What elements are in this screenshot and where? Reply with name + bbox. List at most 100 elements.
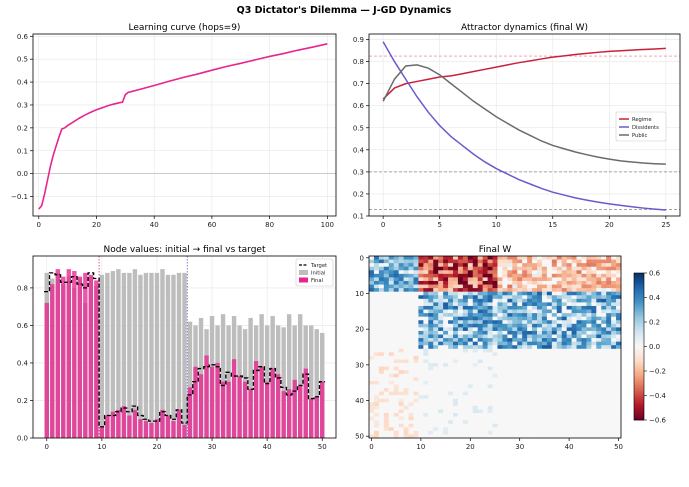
heatmap-cell [551,405,558,410]
heatmap-cell [378,273,385,278]
heatmap-cell [601,295,607,300]
heatmap-cell [527,402,533,407]
heatmap-cell [522,334,528,339]
heatmap-cell [566,305,572,310]
colorbar-segment [634,395,644,399]
heatmap-cell [453,416,459,421]
heatmap-cell [527,430,533,435]
heatmap-cell [403,345,409,350]
heatmap-cell [492,409,498,414]
heatmap-cell [408,395,414,400]
heatmap-cell [418,420,424,425]
heatmap-cell [512,423,518,428]
heatmap-cell [433,352,439,357]
initial-bar [138,274,143,438]
heatmap-cell [413,423,419,428]
heatmap-cell [369,291,375,296]
heatmap-cell [428,309,434,314]
heatmap-cell [393,284,399,289]
heatmap-cell [369,384,375,389]
heatmap-cell [611,405,617,410]
heatmap-cell [383,405,390,410]
heatmap-cell [448,434,454,439]
heatmap-cell [398,391,404,396]
heatmap-cell [541,341,548,346]
heatmap-cell [541,409,548,414]
heatmap-cell [541,291,548,296]
heatmap-cell [423,420,429,425]
heatmap-cell [383,316,390,321]
heatmap-cell [561,416,567,421]
heatmap-cell [438,338,444,342]
heatmap-cell [611,298,617,303]
heatmap-cell [482,298,488,303]
heatmap-cell [611,256,617,260]
heatmap-cell [428,280,434,285]
heatmap-cell [453,405,459,410]
heatmap-cell [601,298,607,303]
heatmap-cell [453,256,459,260]
heatmap-cell [532,430,538,435]
heatmap-cell [566,320,572,325]
heatmap-cell [527,313,533,318]
heatmap-cell [393,391,399,396]
heatmap-cell [482,256,488,260]
heatmap-cell [388,395,395,400]
heatmap-cell [462,259,469,264]
heatmap-cell [586,309,592,314]
heatmap-cell [561,363,567,367]
heatmap-cell [566,352,572,357]
heatmap-cell [556,330,563,335]
heatmap-cell [388,327,395,332]
heatmap-cell [403,398,409,403]
heatmap-cell [462,316,469,321]
initial-bar [160,269,165,438]
heatmap-cell [378,395,385,400]
heatmap-cell [522,370,528,375]
heatmap-cell [398,302,404,307]
heatmap-cell [581,327,587,332]
heatmap-cell [537,330,543,335]
heatmap-cell [487,323,493,328]
heatmap-cell [433,413,439,417]
heatmap-cell [418,434,424,439]
heatmap-cell [433,377,439,382]
heatmap-cell [497,266,503,271]
heatmap-cell [457,341,464,346]
colorbar-tick-label: 0.6 [649,270,661,278]
heatmap-cell [408,291,414,296]
heatmap-cell [408,380,414,385]
heatmap-cell [507,288,513,293]
heatmap-cell [428,355,434,360]
heatmap-cell [497,277,503,282]
heatmap-cell [571,298,577,303]
heatmap-cell [403,427,409,432]
heatmap-cell [433,298,439,303]
heatmap-cell [482,313,488,318]
heatmap-cell [438,420,444,425]
heatmap-cell [532,327,538,332]
heatmap-cell [423,284,429,289]
heatmap-cell [413,402,419,407]
heatmap-cell [522,330,528,335]
heatmap-cell [472,341,479,346]
heatmap-cell [581,430,587,435]
heatmap-cell [566,377,572,382]
final-bar [281,391,286,438]
heatmap-cell [487,295,493,300]
heatmap-cell [423,320,429,325]
heatmap-cell [467,263,474,268]
heatmap-cell [507,280,513,285]
heatmap-cell [571,427,577,432]
heatmap-cell [453,413,459,417]
heatmap-cell [537,395,543,400]
heatmap-cell [616,384,622,389]
colorbar-segment [634,363,644,367]
heatmap-cell [428,366,434,371]
heatmap-cell [413,316,419,321]
heatmap-cell [373,413,380,417]
heatmap-cell [512,366,518,371]
heatmap-cell [527,380,533,385]
heatmap-cell [408,313,414,318]
final-bar [99,426,105,438]
